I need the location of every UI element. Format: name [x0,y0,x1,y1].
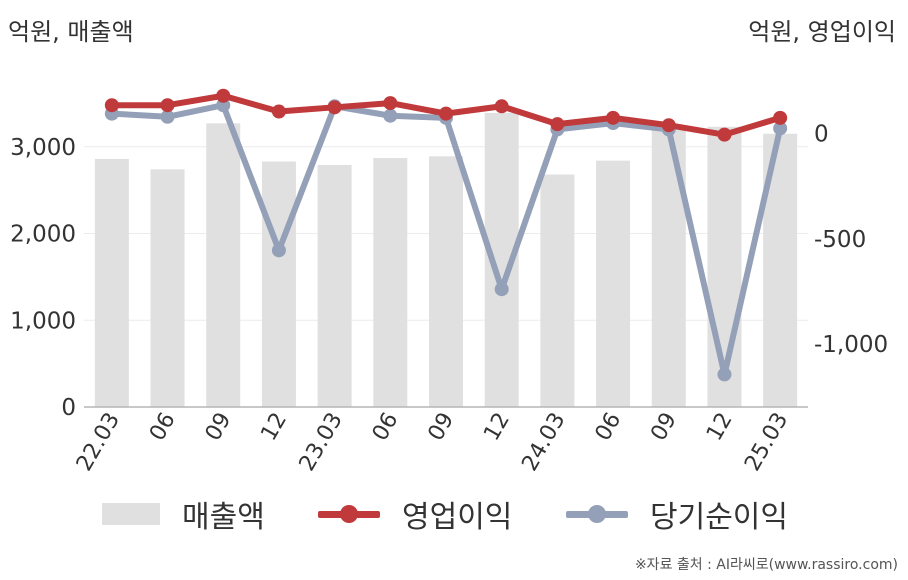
x-tick-label: 25.03 [740,409,793,476]
point-operating-profit [104,98,119,113]
legend-swatch-revenue [102,503,160,525]
bar-revenue [651,125,686,407]
point-operating-profit [327,100,342,115]
x-tick-label: 06 [368,409,404,446]
profit-lines [104,88,788,382]
x-tick-label: 22.03 [72,409,125,476]
bar-revenue [94,158,129,407]
point-operating-profit [494,99,509,114]
x-tick-label: 06 [591,409,627,446]
source-credit: ※자료 출처 : AI라씨로(www.rassiro.com) [634,557,898,573]
left-axis-unit-label: 억원, 매출액 [8,18,134,46]
point-operating-profit [271,104,286,119]
left-tick-label: 1,000 [10,308,76,334]
x-tick-label: 12 [256,409,292,446]
bar-revenue [540,174,575,407]
point-operating-profit [216,88,231,103]
legend-item-net-income: 당기순이익 [566,492,788,536]
point-operating-profit [550,117,565,132]
point-net-income [160,109,175,124]
point-operating-profit [383,96,398,111]
point-operating-profit [439,106,453,121]
point-net-income [383,108,398,123]
left-tick-label: 3,000 [10,135,76,161]
revenue-bars [94,112,798,408]
bar-revenue [429,156,463,407]
bar-revenue [261,161,296,407]
x-tick-label: 23.03 [295,409,348,476]
right-axis-unit-label: 억원, 영업이익 [748,18,896,46]
point-operating-profit [661,118,676,133]
point-net-income [717,367,732,382]
point-operating-profit [717,127,732,142]
left-tick-label: 0 [61,395,76,421]
legend-item-operating-profit: 영업이익 [318,492,512,536]
bar-revenue [317,164,352,407]
point-net-income [271,243,286,258]
x-tick-label: 12 [702,409,738,446]
x-tick-label: 12 [479,409,515,446]
x-tick-label: 09 [646,409,682,446]
legend-swatch-net-income [566,502,628,526]
right-tick-label: -1,000 [814,332,888,358]
right-tick-label: 0 [814,122,829,148]
point-net-income [773,121,788,136]
bar-revenue [150,169,185,407]
legend-item-revenue: 매출액 [102,492,265,536]
point-net-income [494,282,509,297]
bar-revenue [707,126,742,408]
legend-label-revenue: 매출액 [182,500,265,535]
x-tick-label: 24.03 [517,409,570,476]
legend-swatch-operating-profit [318,502,380,526]
x-tick-label: 09 [201,409,237,446]
bar-revenue [206,123,241,407]
right-tick-label: -500 [814,227,866,253]
x-tick-label: 09 [424,409,460,446]
x-tick-label: 06 [145,409,181,446]
left-tick-label: 2,000 [10,222,76,248]
legend-label-operating-profit: 영업이익 [402,500,513,535]
bar-revenue [596,160,631,407]
legend-label-net-income: 당기순이익 [650,500,788,535]
point-operating-profit [606,110,621,125]
point-operating-profit [773,110,788,125]
bar-revenue [373,158,408,407]
point-operating-profit [160,98,175,113]
